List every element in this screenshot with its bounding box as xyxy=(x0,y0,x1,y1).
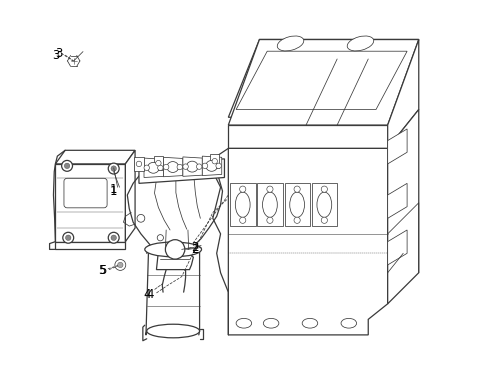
Circle shape xyxy=(164,164,169,170)
Circle shape xyxy=(157,235,164,241)
Circle shape xyxy=(111,166,117,171)
Text: 5: 5 xyxy=(98,264,106,277)
Circle shape xyxy=(216,163,221,168)
Polygon shape xyxy=(164,157,183,177)
Ellipse shape xyxy=(277,36,304,51)
Circle shape xyxy=(61,160,72,171)
Circle shape xyxy=(115,259,126,270)
Polygon shape xyxy=(156,251,193,269)
Circle shape xyxy=(240,217,246,223)
Polygon shape xyxy=(202,156,222,176)
Polygon shape xyxy=(228,39,419,125)
Circle shape xyxy=(118,262,123,268)
Circle shape xyxy=(294,217,300,223)
Circle shape xyxy=(137,215,145,222)
Polygon shape xyxy=(285,183,310,226)
Polygon shape xyxy=(55,242,125,250)
Circle shape xyxy=(156,160,161,166)
Circle shape xyxy=(64,163,70,168)
Ellipse shape xyxy=(302,318,318,328)
Circle shape xyxy=(267,186,273,192)
Text: 2: 2 xyxy=(192,243,199,256)
Polygon shape xyxy=(210,154,219,168)
Polygon shape xyxy=(230,183,255,226)
Circle shape xyxy=(108,163,119,174)
Circle shape xyxy=(157,165,163,170)
Text: 2: 2 xyxy=(192,241,199,254)
Circle shape xyxy=(177,164,182,170)
Polygon shape xyxy=(388,230,407,265)
Polygon shape xyxy=(388,183,407,218)
Circle shape xyxy=(267,217,273,223)
Ellipse shape xyxy=(147,162,159,173)
Polygon shape xyxy=(134,157,144,171)
Ellipse shape xyxy=(235,192,250,217)
Polygon shape xyxy=(139,159,225,183)
Polygon shape xyxy=(388,129,407,164)
Text: 3: 3 xyxy=(56,47,63,60)
Circle shape xyxy=(240,186,246,192)
Circle shape xyxy=(144,165,149,170)
Ellipse shape xyxy=(317,192,332,217)
Ellipse shape xyxy=(147,324,200,338)
Circle shape xyxy=(202,163,208,168)
Polygon shape xyxy=(257,183,283,226)
Text: 1: 1 xyxy=(110,184,118,198)
Polygon shape xyxy=(154,156,163,170)
Polygon shape xyxy=(144,158,164,177)
Circle shape xyxy=(321,217,327,223)
Ellipse shape xyxy=(167,161,179,172)
Circle shape xyxy=(63,232,73,243)
Polygon shape xyxy=(183,157,202,176)
Polygon shape xyxy=(125,150,135,242)
Polygon shape xyxy=(228,125,388,148)
Polygon shape xyxy=(228,39,419,117)
Circle shape xyxy=(294,186,300,192)
Ellipse shape xyxy=(236,318,252,328)
Polygon shape xyxy=(228,148,388,335)
Ellipse shape xyxy=(341,318,357,328)
Circle shape xyxy=(183,164,188,169)
Circle shape xyxy=(196,164,202,169)
Circle shape xyxy=(111,235,117,241)
Circle shape xyxy=(108,232,119,243)
Ellipse shape xyxy=(290,192,304,217)
Ellipse shape xyxy=(206,160,217,171)
Text: 5: 5 xyxy=(99,264,107,277)
Polygon shape xyxy=(312,183,337,226)
Ellipse shape xyxy=(145,242,202,257)
Polygon shape xyxy=(388,110,419,304)
Circle shape xyxy=(212,158,217,164)
Polygon shape xyxy=(388,39,419,148)
Ellipse shape xyxy=(263,192,277,217)
Polygon shape xyxy=(55,150,135,164)
Ellipse shape xyxy=(264,318,279,328)
Text: 4: 4 xyxy=(147,287,155,301)
Text: 1: 1 xyxy=(110,183,118,196)
Polygon shape xyxy=(55,164,125,242)
Polygon shape xyxy=(147,250,200,331)
Circle shape xyxy=(136,161,142,167)
Ellipse shape xyxy=(186,161,198,172)
Text: 3: 3 xyxy=(52,49,59,62)
Ellipse shape xyxy=(347,36,374,51)
Circle shape xyxy=(65,235,71,241)
Circle shape xyxy=(166,240,185,259)
Circle shape xyxy=(321,186,327,192)
Text: 4: 4 xyxy=(143,287,151,301)
